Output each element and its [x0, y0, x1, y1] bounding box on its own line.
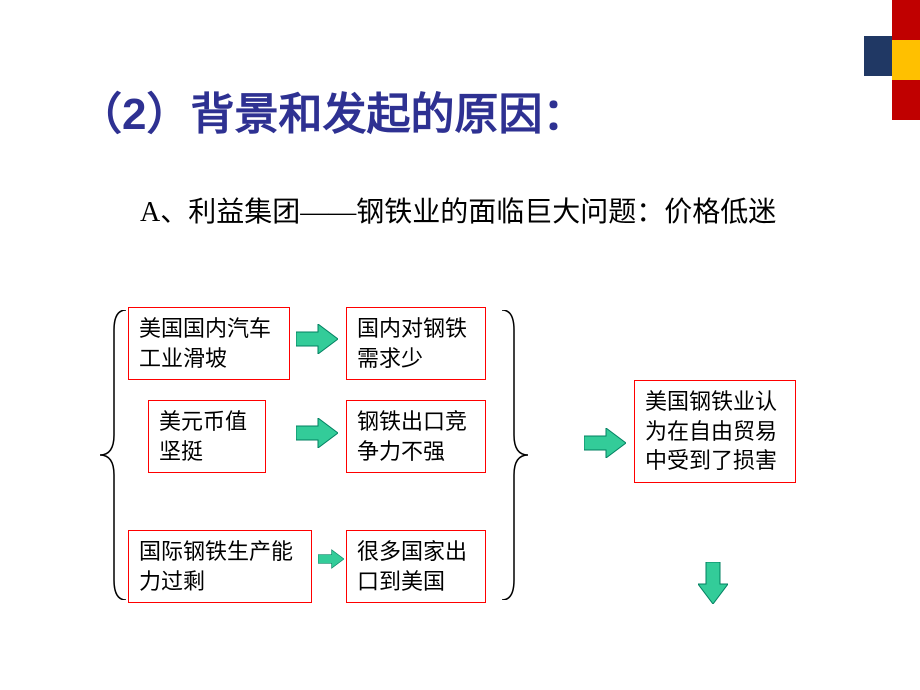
box-auto-industry: 美国国内汽车工业滑坡 [128, 307, 290, 380]
left-brace [98, 310, 128, 600]
box-steel-demand: 国内对钢铁需求少 [346, 307, 486, 380]
deco-block [892, 80, 920, 120]
box-imports: 很多国家出口到美国 [346, 530, 486, 603]
right-brace [500, 310, 530, 600]
deco-block [864, 36, 892, 76]
arrow-down-icon [698, 562, 728, 604]
arrow-right-icon [318, 548, 344, 570]
corner-decoration [850, 0, 920, 160]
box-overcapacity: 国际钢铁生产能力过剩 [128, 530, 312, 603]
arrow-right-icon [584, 428, 626, 458]
deco-block [892, 40, 920, 80]
box-export-weak: 钢铁出口竞争力不强 [346, 400, 486, 473]
deco-block [892, 0, 920, 40]
box-conclusion: 美国钢铁业认为在自由贸易中受到了损害 [634, 380, 796, 483]
arrow-right-icon [296, 324, 338, 354]
arrow-right-icon [296, 418, 338, 448]
slide-title: （2）背景和发起的原因： [78, 78, 586, 142]
box-dollar-strong: 美元币值坚挺 [148, 400, 266, 473]
slide-subtitle: A、利益集团——钢铁业的面临巨大问题：价格低迷 [140, 192, 860, 234]
